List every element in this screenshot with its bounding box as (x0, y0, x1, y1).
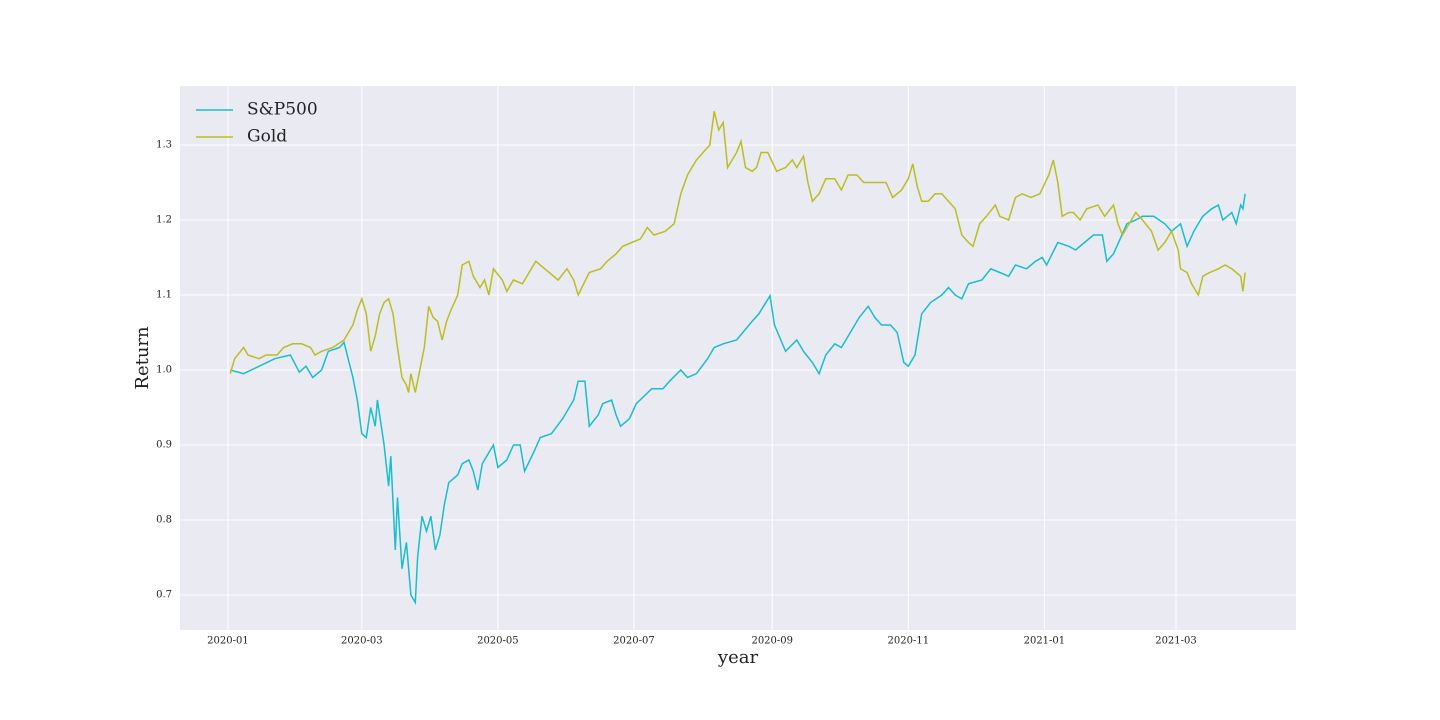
x-tick-label: 2021-03 (1155, 636, 1197, 647)
y-tick-label: 0.9 (156, 439, 172, 450)
y-tick-label: 1.1 (156, 290, 172, 301)
y-tick-label: 0.8 (156, 514, 172, 525)
x-tick-label: 2020-11 (888, 636, 930, 647)
x-axis-label: year (717, 647, 759, 668)
x-tick-label: 2020-03 (341, 636, 383, 647)
y-tick-label: 1.0 (156, 364, 172, 375)
x-tick-label: 2020-05 (477, 636, 519, 647)
y-tick-label: 1.3 (156, 140, 172, 151)
x-tick-label: 2020-01 (207, 636, 249, 647)
legend-label: Gold (247, 127, 287, 147)
line (229, 111, 1246, 393)
y-axis-label: Return (132, 326, 153, 390)
x-tick-label: 2020-09 (751, 636, 793, 647)
line (230, 193, 1246, 606)
plot-area (180, 86, 1296, 630)
x-tick-label: 2021-01 (1024, 636, 1066, 647)
y-tick-label: 1.2 (156, 215, 172, 226)
legend-label: S&P500 (247, 100, 318, 120)
y-tick-label: 0.7 (156, 589, 172, 600)
x-tick-label: 2020-07 (613, 636, 655, 647)
